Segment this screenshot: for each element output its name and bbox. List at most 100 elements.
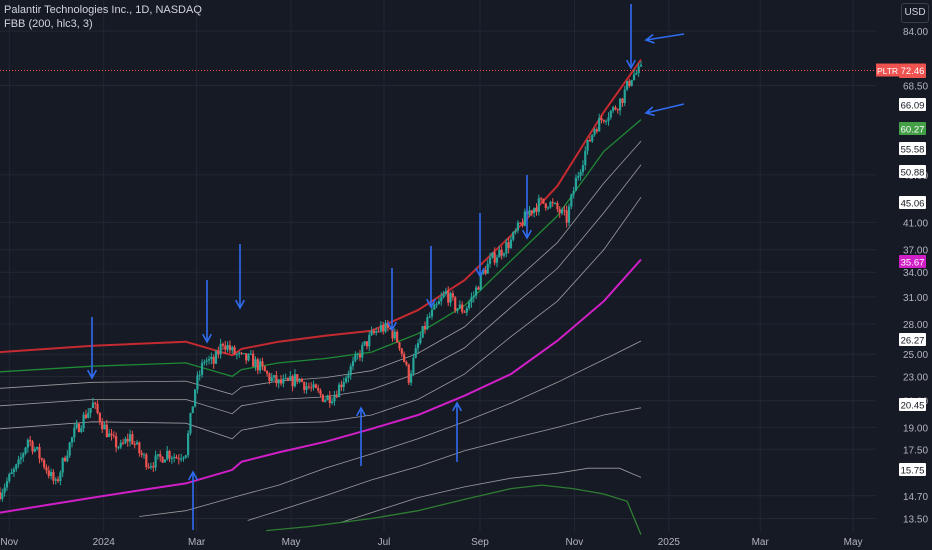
candle-body: [586, 139, 589, 151]
candle-body: [456, 308, 459, 311]
y-tick-label: 14.70: [903, 492, 928, 503]
candle-body: [361, 344, 364, 358]
candle-body: [403, 353, 406, 362]
candle-body: [242, 353, 245, 355]
candle-body: [261, 361, 264, 367]
arrow-head: [187, 470, 199, 481]
candle-body: [379, 325, 382, 332]
arrow-head: [234, 299, 246, 310]
candle-body: [249, 353, 252, 355]
candle-body: [389, 327, 392, 329]
candle-body: [19, 457, 23, 460]
candle-body: [630, 79, 633, 86]
candle-body: [26, 439, 29, 448]
candle-body: [152, 466, 155, 468]
candle-body: [344, 377, 348, 383]
candle-body: [312, 384, 315, 388]
candle-body: [581, 165, 585, 173]
candle-body: [182, 457, 185, 459]
candle-body: [537, 198, 540, 212]
arrow-head: [644, 33, 655, 44]
x-tick-label: Nov: [0, 537, 18, 548]
price-tag: [899, 165, 926, 178]
arrow-head: [644, 106, 655, 117]
candle-series: [0, 61, 643, 502]
candle-body: [293, 374, 297, 387]
candle-body: [317, 387, 320, 391]
x-tick-label: Sep: [471, 537, 489, 548]
candle-body: [31, 441, 34, 452]
candle-body: [296, 374, 299, 382]
candle-body: [451, 293, 454, 298]
candle-body: [119, 442, 122, 448]
arrow-head: [355, 406, 367, 417]
candle-body: [386, 323, 389, 328]
y-tick-label: 41.00: [903, 218, 928, 229]
candle-body: [533, 208, 536, 213]
candle-body: [219, 343, 222, 355]
candle-body: [59, 472, 62, 482]
candle-body: [447, 290, 450, 303]
candle-body: [491, 252, 494, 258]
candle-body: [56, 479, 60, 482]
candle-body: [574, 177, 578, 191]
candle-body: [228, 345, 232, 351]
candle-body: [142, 454, 146, 456]
candle-body: [147, 467, 150, 469]
candle-body: [621, 98, 624, 104]
candle-body: [40, 458, 43, 461]
candle-body: [75, 423, 78, 428]
candle-body: [286, 378, 290, 381]
price-tag: [899, 463, 926, 476]
candle-body: [82, 414, 85, 429]
band-fib-3: [0, 164, 642, 415]
candle-body: [77, 423, 81, 432]
candle-body: [375, 331, 378, 333]
candle-body: [607, 117, 610, 121]
candle-body: [49, 471, 53, 477]
annotation-arrows: [86, 4, 685, 530]
arrow-head: [521, 229, 533, 240]
band-lower-green: [266, 484, 642, 536]
candle-body: [340, 384, 343, 388]
x-tick-label: 2025: [658, 537, 681, 548]
price-axis[interactable]: 84.0068.5049.0041.0037.0034.0031.0028.00…: [903, 27, 928, 525]
candle-body: [303, 381, 306, 390]
candle-body: [133, 444, 136, 446]
band-lower-fib-2: [340, 467, 642, 523]
candle-body: [458, 304, 461, 309]
candle-body: [43, 460, 46, 468]
candle-body: [138, 442, 141, 454]
candle-body: [324, 400, 327, 402]
candle-body: [498, 249, 501, 258]
candle-body: [233, 347, 236, 355]
candle-body: [180, 458, 183, 460]
candle-body: [595, 129, 598, 132]
currency-button[interactable]: USD: [901, 3, 929, 23]
candle-body: [405, 361, 408, 365]
price-tag-label: 50.88: [901, 168, 925, 179]
candle-body: [349, 366, 352, 376]
candle-body: [173, 456, 176, 459]
y-tick-label: 23.00: [903, 372, 928, 383]
candle-body: [635, 73, 638, 75]
candle-body: [128, 434, 132, 442]
candle-body: [305, 386, 308, 390]
candle-body: [73, 427, 76, 438]
band-lower-fib-3: [247, 407, 642, 521]
time-axis[interactable]: Nov 2024 Mar May Jul Sep Nov 2025 Mar May: [0, 537, 862, 548]
candle-body: [584, 150, 587, 166]
candle-body: [516, 222, 520, 231]
candle-body: [12, 469, 16, 473]
candle-body: [272, 375, 276, 378]
candle-body: [265, 371, 269, 374]
arrow-head: [425, 298, 437, 309]
candle-body: [166, 450, 169, 460]
candle-body: [154, 455, 157, 468]
candle-body: [461, 304, 464, 312]
y-tick-label: 25.00: [903, 350, 928, 361]
y-tick-label: 31.00: [903, 293, 928, 304]
candle-body: [618, 98, 622, 111]
candle-body: [124, 438, 127, 444]
